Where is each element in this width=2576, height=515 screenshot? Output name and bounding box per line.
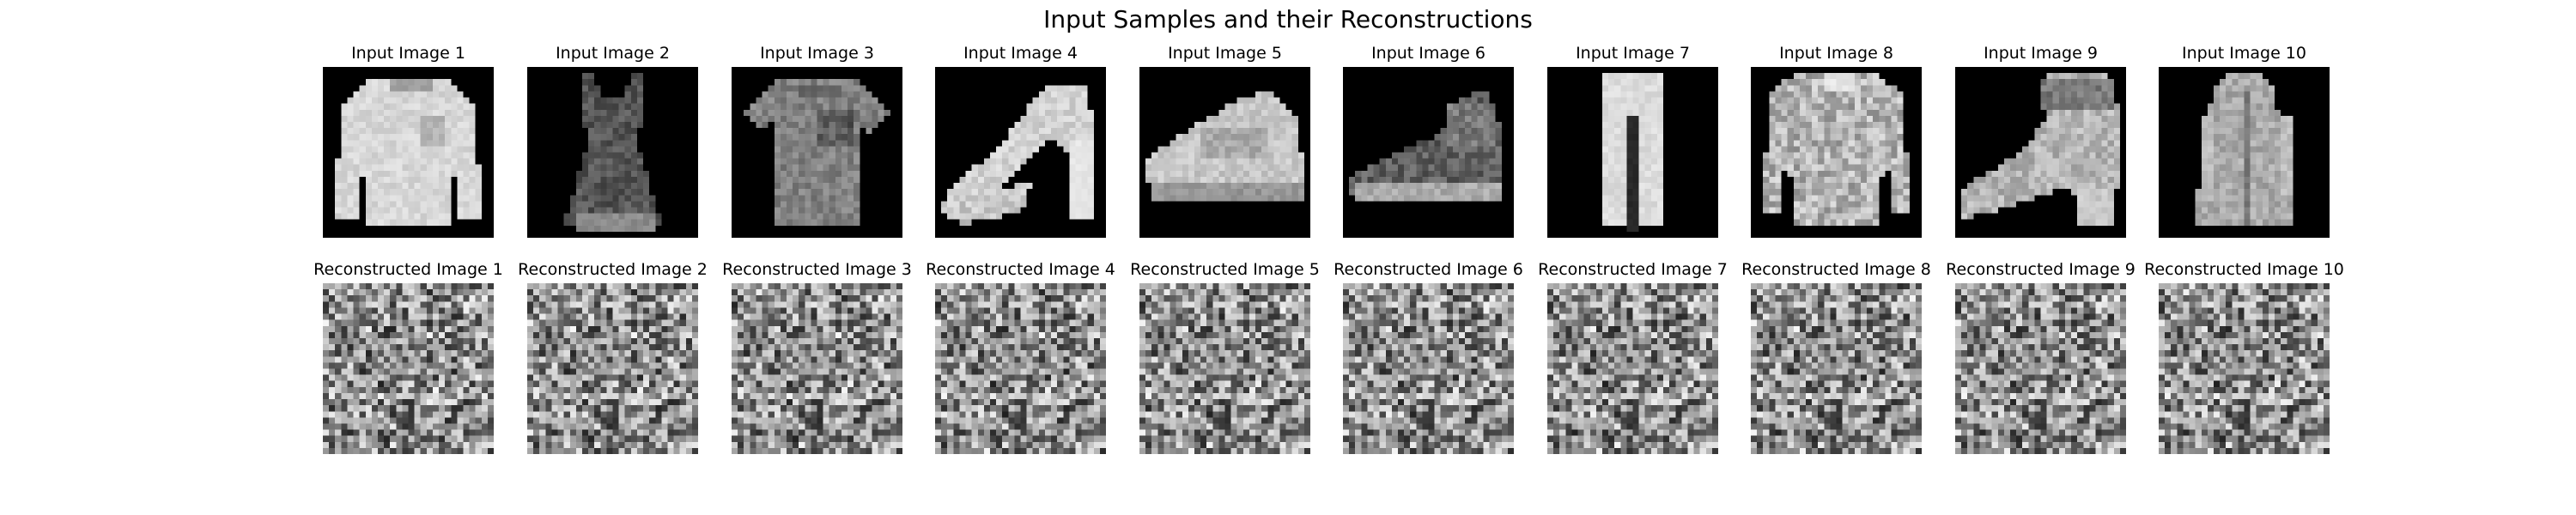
recon-title-9: Reconstructed Image 9 (1946, 260, 2136, 279)
recon-image-9 (1955, 283, 2126, 454)
recon-title-5: Reconstructed Image 5 (1130, 260, 1320, 279)
recon-title-3: Reconstructed Image 3 (722, 260, 912, 279)
recon-title-4: Reconstructed Image 4 (926, 260, 1115, 279)
recon-image-2 (527, 283, 698, 454)
input-title-8: Input Image 8 (1779, 44, 1893, 63)
input-image-2 (527, 67, 698, 238)
input-image-7 (1547, 67, 1718, 238)
input-title-2: Input Image 2 (556, 44, 670, 63)
input-title-9: Input Image 9 (1984, 44, 2098, 63)
recon-title-2: Reconstructed Image 2 (518, 260, 708, 279)
recon-image-10 (2159, 283, 2330, 454)
input-title-5: Input Image 5 (1168, 44, 1282, 63)
recon-image-4 (935, 283, 1106, 454)
input-image-5 (1139, 67, 1310, 238)
input-image-4 (935, 67, 1106, 238)
recon-image-7 (1547, 283, 1718, 454)
input-title-4: Input Image 4 (963, 44, 1078, 63)
input-image-1 (323, 67, 494, 238)
figure-title: Input Samples and their Reconstructions (1043, 5, 1533, 33)
recon-image-6 (1343, 283, 1514, 454)
recon-image-3 (732, 283, 902, 454)
recon-title-1: Reconstructed Image 1 (313, 260, 503, 279)
input-image-9 (1955, 67, 2126, 238)
input-title-3: Input Image 3 (760, 44, 874, 63)
recon-image-5 (1139, 283, 1310, 454)
input-title-7: Input Image 7 (1576, 44, 1690, 63)
input-image-10 (2159, 67, 2330, 238)
recon-title-6: Reconstructed Image 6 (1334, 260, 1523, 279)
recon-image-8 (1751, 283, 1922, 454)
input-title-1: Input Image 1 (351, 44, 465, 63)
input-title-6: Input Image 6 (1371, 44, 1485, 63)
input-image-8 (1751, 67, 1922, 238)
input-image-6 (1343, 67, 1514, 238)
input-image-3 (732, 67, 902, 238)
recon-title-8: Reconstructed Image 8 (1741, 260, 1931, 279)
input-title-10: Input Image 10 (2182, 44, 2306, 63)
recon-title-10: Reconstructed Image 10 (2144, 260, 2344, 279)
recon-image-1 (323, 283, 494, 454)
recon-title-7: Reconstructed Image 7 (1538, 260, 1728, 279)
